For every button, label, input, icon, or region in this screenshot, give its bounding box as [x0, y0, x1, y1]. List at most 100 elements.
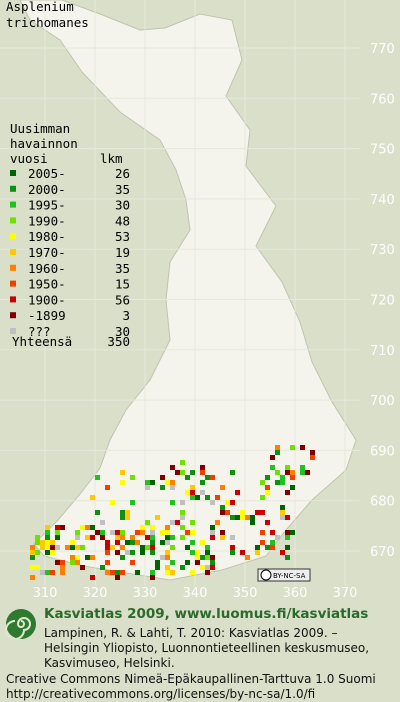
- record-square: [165, 570, 170, 575]
- record-square: [265, 545, 270, 550]
- record-square: [160, 555, 165, 560]
- record-square: [40, 545, 45, 550]
- legend-label: 1995-: [28, 198, 66, 213]
- record-square: [270, 530, 275, 535]
- record-square: [75, 545, 80, 550]
- record-square: [75, 555, 80, 560]
- record-square: [150, 545, 155, 550]
- record-square: [180, 565, 185, 570]
- record-square: [105, 550, 110, 555]
- record-square: [120, 535, 125, 540]
- record-square: [105, 560, 110, 565]
- legend-label: 1900-: [28, 292, 66, 307]
- record-square: [45, 530, 50, 535]
- north-label: 670: [370, 545, 395, 560]
- record-square: [50, 570, 55, 575]
- record-square: [130, 535, 135, 540]
- record-square: [175, 470, 180, 475]
- citation: Lampinen, R. & Lahti, T. 2010: Kasviatla…: [44, 626, 338, 640]
- record-square: [100, 530, 105, 535]
- record-square: [115, 570, 120, 575]
- record-square: [135, 540, 140, 545]
- citation: Kasvimuseo, Helsinki.: [44, 656, 175, 670]
- record-square: [145, 545, 150, 550]
- record-square: [40, 570, 45, 575]
- record-square: [310, 450, 315, 455]
- record-square: [70, 540, 75, 545]
- record-square: [135, 530, 140, 535]
- record-square: [110, 530, 115, 535]
- legend-total: 350: [107, 334, 130, 349]
- records: [30, 445, 315, 580]
- east-label: 340: [183, 586, 208, 601]
- north-label: 740: [370, 193, 395, 208]
- record-square: [155, 565, 160, 570]
- record-square: [195, 550, 200, 555]
- record-square: [180, 470, 185, 475]
- record-square: [150, 570, 155, 575]
- record-square: [255, 510, 260, 515]
- legend: Uusimman havainnon vuosi lkm Yhteensä 35…: [10, 121, 130, 349]
- record-square: [210, 555, 215, 560]
- record-square: [255, 550, 260, 555]
- record-square: [210, 560, 215, 565]
- record-square: [225, 510, 230, 515]
- record-square: [140, 530, 145, 535]
- record-square: [195, 555, 200, 560]
- record-square: [185, 490, 190, 495]
- record-square: [150, 535, 155, 540]
- record-square: [220, 485, 225, 490]
- record-square: [290, 530, 295, 535]
- record-square: [110, 500, 115, 505]
- north-label: 680: [370, 495, 395, 510]
- record-square: [300, 465, 305, 470]
- record-square: [110, 570, 115, 575]
- record-square: [60, 565, 65, 570]
- record-square: [165, 550, 170, 555]
- record-square: [205, 555, 210, 560]
- record-square: [220, 535, 225, 540]
- record-square: [165, 530, 170, 535]
- record-square: [290, 470, 295, 475]
- record-square: [260, 530, 265, 535]
- east-label: 330: [133, 586, 158, 601]
- legend-swatch: [10, 249, 16, 255]
- record-square: [265, 475, 270, 480]
- legend-swatch: [10, 170, 16, 176]
- record-square: [150, 575, 155, 580]
- north-label: 730: [370, 243, 395, 258]
- record-square: [105, 545, 110, 550]
- record-square: [100, 535, 105, 540]
- record-square: [60, 570, 65, 575]
- record-square: [85, 555, 90, 560]
- badge-box: [257, 568, 311, 582]
- record-square: [280, 505, 285, 510]
- record-square: [50, 550, 55, 555]
- legend-count: 19: [115, 245, 130, 260]
- record-square: [180, 535, 185, 540]
- record-square: [95, 510, 100, 515]
- record-square: [75, 560, 80, 565]
- record-square: [230, 500, 235, 505]
- record-square: [145, 535, 150, 540]
- legend-label: 1990-: [28, 213, 66, 228]
- record-square: [170, 465, 175, 470]
- record-square: [120, 470, 125, 475]
- record-square: [75, 535, 80, 540]
- record-square: [55, 560, 60, 565]
- record-square: [65, 545, 70, 550]
- record-square: [45, 540, 50, 545]
- record-square: [205, 550, 210, 555]
- east-label: 360: [283, 586, 308, 601]
- record-square: [180, 500, 185, 505]
- record-square: [220, 505, 225, 510]
- footer-heading: Kasviatlas 2009, www.luomus.fi/kasviatla…: [44, 606, 368, 622]
- record-square: [275, 470, 280, 475]
- record-square: [285, 465, 290, 470]
- record-square: [255, 545, 260, 550]
- record-square: [260, 510, 265, 515]
- record-square: [130, 540, 135, 545]
- record-square: [165, 555, 170, 560]
- record-square: [95, 530, 100, 535]
- record-square: [100, 565, 105, 570]
